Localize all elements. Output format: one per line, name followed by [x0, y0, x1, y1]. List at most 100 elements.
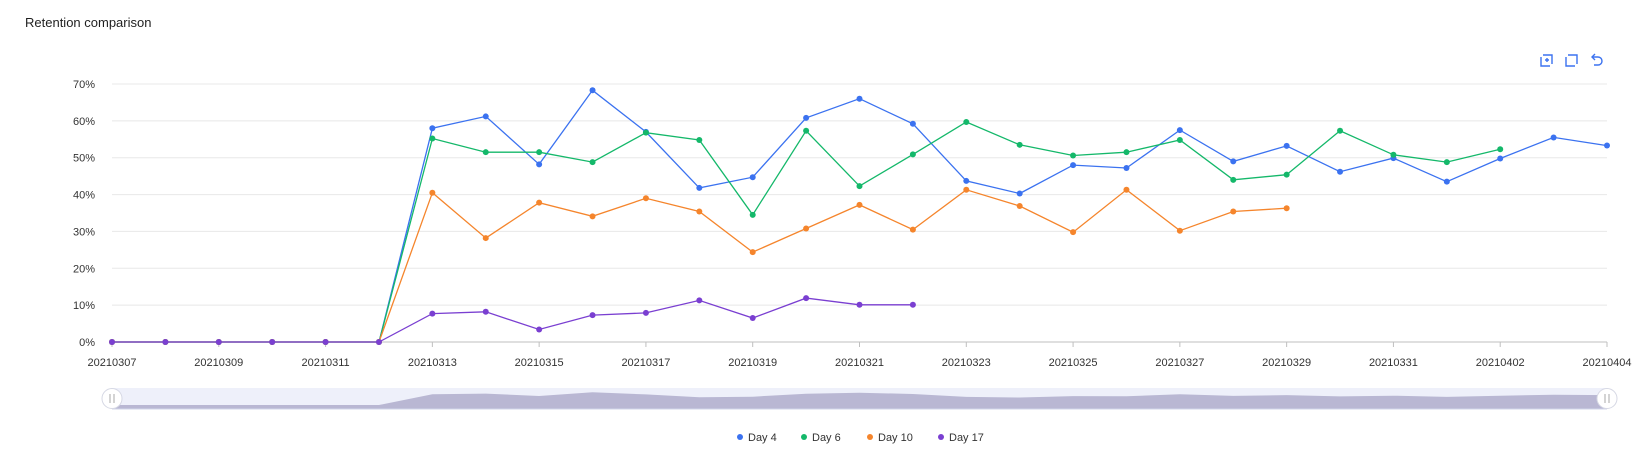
chart-toolbox — [1538, 52, 1605, 69]
legend-label: Day 6 — [812, 432, 841, 444]
data-point — [963, 186, 970, 193]
legend-item-day-4[interactable]: Day 4 — [737, 432, 777, 444]
x-tick-label: 20210309 — [194, 357, 243, 369]
data-point — [963, 177, 970, 184]
data-point — [1176, 137, 1183, 144]
zoom-area-icon[interactable] — [1538, 52, 1555, 69]
data-point — [856, 201, 863, 208]
data-point — [803, 127, 810, 134]
data-point — [1497, 155, 1504, 162]
data-point — [642, 309, 649, 316]
y-tick-label: 0% — [79, 337, 95, 349]
data-point — [1230, 176, 1237, 183]
data-point — [215, 339, 222, 345]
legend-item-day-17[interactable]: Day 17 — [938, 432, 984, 444]
slider-handle-left[interactable] — [101, 388, 123, 409]
data-point — [482, 149, 489, 156]
data-point — [429, 310, 436, 317]
x-tick-label: 20210402 — [1476, 357, 1525, 369]
series-line — [112, 297, 913, 343]
data-point — [1016, 141, 1023, 148]
x-tick-label: 20210315 — [515, 357, 564, 369]
x-tick-label: 20210311 — [302, 357, 350, 369]
legend-item-day-6[interactable]: Day 6 — [801, 432, 841, 444]
data-point — [589, 312, 596, 319]
data-point — [1016, 190, 1023, 197]
zoom-reset-icon[interactable] — [1563, 52, 1580, 69]
data-point — [803, 225, 810, 232]
data-point — [909, 226, 916, 233]
data-point — [429, 189, 436, 196]
data-point — [1176, 227, 1183, 234]
series-lines — [109, 87, 1610, 345]
data-point — [1230, 208, 1237, 215]
legend: Day 4 Day 6 Day 10 Day 17 — [737, 432, 984, 444]
x-tick-label: 20210307 — [88, 357, 137, 369]
data-point — [803, 295, 810, 302]
data-point — [1604, 142, 1610, 149]
series-day-17 — [109, 295, 916, 345]
y-tick-label: 30% — [73, 226, 95, 238]
data-point — [162, 339, 169, 345]
data-point — [696, 297, 703, 304]
data-point — [642, 195, 649, 202]
data-point — [749, 211, 756, 218]
legend-marker — [867, 434, 873, 440]
y-tick-label: 40% — [73, 190, 95, 202]
series-line — [112, 121, 1501, 343]
x-tick-label: 20210329 — [1262, 357, 1311, 369]
data-point — [1123, 149, 1130, 156]
data-point — [963, 118, 970, 125]
x-tick-label: 20210321 — [835, 357, 884, 369]
data-point — [589, 213, 596, 220]
data-point — [1283, 142, 1290, 149]
legend-label: Day 4 — [748, 432, 777, 444]
data-point — [1123, 165, 1130, 172]
handle-knob — [1596, 388, 1618, 409]
data-point — [482, 113, 489, 120]
data-point — [536, 149, 543, 156]
data-zoom-slider[interactable] — [101, 388, 1618, 410]
x-tick-label: 20210325 — [1049, 357, 1098, 369]
legend-marker — [737, 434, 743, 440]
data-point — [1176, 127, 1183, 134]
data-point — [1283, 205, 1290, 212]
restore-icon[interactable] — [1588, 52, 1605, 69]
x-tick-label: 20210317 — [621, 357, 670, 369]
y-axis: 0% 10% 20% 30% 40% 50% 60% 70% — [73, 79, 95, 349]
data-point — [482, 235, 489, 242]
x-tick-label: 20210404 — [1583, 357, 1632, 369]
data-point — [1016, 202, 1023, 209]
data-point — [109, 339, 115, 345]
data-point — [322, 339, 329, 345]
data-point — [429, 135, 436, 142]
data-point — [909, 120, 916, 127]
x-tick-label: 20210323 — [942, 357, 991, 369]
data-point — [1070, 229, 1077, 236]
data-point — [1337, 127, 1344, 134]
data-point — [536, 161, 543, 168]
data-point — [1283, 171, 1290, 178]
data-point — [536, 326, 543, 333]
data-point — [375, 339, 382, 345]
slider-area — [112, 392, 1607, 409]
data-point — [856, 183, 863, 190]
legend-label: Day 10 — [878, 432, 913, 444]
y-tick-label: 10% — [73, 300, 95, 312]
y-tick-label: 20% — [73, 263, 95, 275]
data-point — [589, 159, 596, 166]
data-point — [1443, 159, 1450, 166]
data-point — [909, 301, 916, 308]
y-tick-label: 70% — [73, 79, 95, 91]
series-day-10 — [109, 186, 1290, 345]
handle-knob — [101, 388, 123, 409]
data-point — [856, 95, 863, 102]
data-point — [696, 208, 703, 215]
legend-marker — [801, 434, 807, 440]
data-point — [269, 339, 276, 345]
data-point — [1337, 168, 1344, 175]
legend-item-day-10[interactable]: Day 10 — [867, 432, 913, 444]
slider-handle-right[interactable] — [1596, 388, 1618, 409]
